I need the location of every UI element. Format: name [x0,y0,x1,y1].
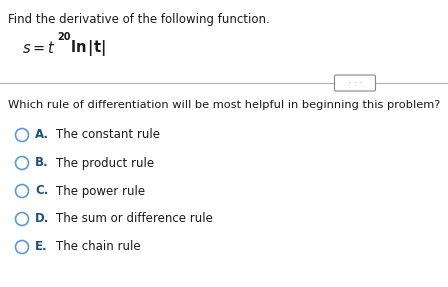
Text: · · ·: · · · [348,79,362,88]
Text: $\mathbf{ln\,|t|}$: $\mathbf{ln\,|t|}$ [70,38,106,58]
Text: The product rule: The product rule [56,156,154,170]
Text: E.: E. [35,241,47,253]
Text: A.: A. [35,129,49,141]
Text: The power rule: The power rule [56,185,145,197]
Text: B.: B. [35,156,49,170]
Text: D.: D. [35,212,49,226]
Text: 20: 20 [57,32,70,42]
Text: $s = t$: $s = t$ [22,40,56,56]
Text: The sum or difference rule: The sum or difference rule [56,212,213,226]
Text: C.: C. [35,185,48,197]
Text: Which rule of differentiation will be most helpful in beginning this problem?: Which rule of differentiation will be mo… [8,100,440,110]
Text: The chain rule: The chain rule [56,241,141,253]
Text: Find the derivative of the following function.: Find the derivative of the following fun… [8,13,270,26]
Text: The constant rule: The constant rule [56,129,160,141]
FancyBboxPatch shape [335,75,375,91]
